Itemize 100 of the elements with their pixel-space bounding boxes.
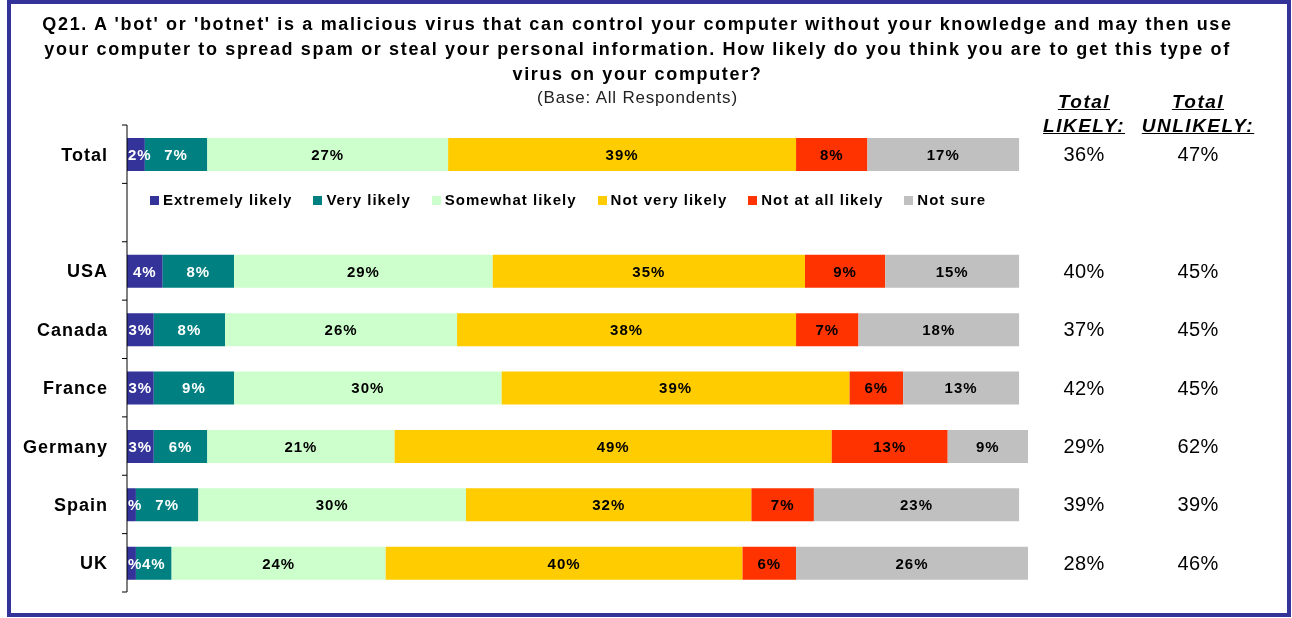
bar <box>153 371 235 405</box>
data-label: 2% <box>128 145 152 163</box>
bar <box>234 371 502 405</box>
data-label: 6% <box>757 554 782 572</box>
text: 46% <box>1176 550 1220 575</box>
data-label: 32% <box>592 496 626 514</box>
data-label: % <box>128 496 143 514</box>
text: 39% <box>1176 492 1220 517</box>
data-label: 27% <box>311 145 345 163</box>
data-label: 29% <box>346 262 380 280</box>
text: 37% <box>1062 317 1106 342</box>
legend-label: Extremely likely <box>163 191 293 210</box>
data-label: 6% <box>168 437 193 455</box>
bar <box>885 254 1020 288</box>
y-tick-label: USA <box>66 261 108 282</box>
text: Total UNLIKELY: <box>1141 90 1255 138</box>
y-tick-label: Spain <box>53 494 108 515</box>
data-label: 13% <box>873 437 907 455</box>
text: 45% <box>1176 258 1220 283</box>
data-label: 7% <box>155 496 179 514</box>
data-label: 18% <box>922 321 956 339</box>
legend-label: Very likely <box>326 191 411 210</box>
bar <box>198 488 466 522</box>
y-tick-label: Canada <box>36 319 108 340</box>
bar <box>448 138 797 171</box>
data-label: 15% <box>935 262 969 280</box>
data-label: 7% <box>770 496 795 514</box>
data-label: 26% <box>324 321 358 339</box>
text: 28% <box>1062 550 1106 575</box>
data-label: 38% <box>610 321 644 339</box>
legend-label: Not sure <box>917 191 987 210</box>
text: 42% <box>1062 375 1106 400</box>
data-label: 9% <box>182 379 206 397</box>
bar <box>153 429 208 463</box>
bar <box>858 313 1020 347</box>
bar <box>162 254 235 288</box>
data-label: 39% <box>605 145 639 163</box>
bar <box>492 254 805 288</box>
bar <box>153 313 226 347</box>
data-label: 30% <box>315 496 349 514</box>
data-label: 24% <box>262 554 296 572</box>
text: 62% <box>1176 434 1220 459</box>
data-label: 4% <box>141 554 166 572</box>
data-label: 17% <box>926 145 960 163</box>
y-tick-label: France <box>42 378 108 399</box>
y-tick-label: Germany <box>22 436 108 457</box>
data-label: 40% <box>547 554 581 572</box>
text: 45% <box>1176 317 1220 342</box>
bar <box>385 546 743 580</box>
data-label: 3% <box>128 379 153 397</box>
data-label: 3% <box>128 321 153 339</box>
bar <box>796 313 859 347</box>
y-tick-label: Total <box>61 144 108 165</box>
data-label: 9% <box>976 437 1000 455</box>
bar <box>804 254 886 288</box>
data-label: % <box>128 554 143 572</box>
bar <box>813 488 1020 522</box>
bar <box>947 429 1028 463</box>
data-label: 4% <box>133 262 157 280</box>
bar <box>867 138 1020 171</box>
bar <box>457 313 797 347</box>
legend-label: Not very likely <box>610 191 728 210</box>
data-label: 13% <box>944 379 978 397</box>
bar <box>796 138 868 171</box>
bar <box>849 371 904 405</box>
text: Total LIKELY: <box>1043 90 1125 138</box>
data-label: 23% <box>899 496 934 514</box>
bar <box>394 429 832 463</box>
bar <box>501 371 850 405</box>
data-label: 3% <box>128 437 153 455</box>
bar <box>225 313 458 347</box>
chart-title: Q21. A 'bot' or 'botnet' is a malicious virus that can control your computer without your knowledge and may then use your computer to spread spam or steal your personal information. How likely do you think you are to get this type of virus on your computer? <box>41 13 1234 86</box>
chart-subtitle: (Base: All Respondents) <box>537 88 738 107</box>
bar <box>831 429 948 463</box>
bar <box>171 546 386 580</box>
text: 47% <box>1176 142 1220 167</box>
data-label: 26% <box>895 554 929 572</box>
data-label: 8% <box>186 262 211 280</box>
text: 29% <box>1062 434 1106 459</box>
bar <box>207 429 395 463</box>
text: 39% <box>1062 492 1106 517</box>
legend-label: Somewhat likely <box>444 191 577 210</box>
text: 45% <box>1176 375 1220 400</box>
text: 40% <box>1062 258 1106 283</box>
data-label: 21% <box>284 437 318 455</box>
data-label: 30% <box>351 379 385 397</box>
y-tick-label: UK <box>80 553 108 574</box>
bar <box>207 138 449 171</box>
bar <box>796 546 1028 580</box>
data-label: 39% <box>659 379 693 397</box>
bar <box>751 488 814 522</box>
data-label: 8% <box>177 321 202 339</box>
data-label: 6% <box>864 379 889 397</box>
text: 36% <box>1062 142 1106 167</box>
data-label: 9% <box>833 262 857 280</box>
bar <box>234 254 493 288</box>
data-label: 49% <box>596 437 630 455</box>
legend-label: Not at all likely <box>761 191 884 210</box>
bar <box>903 371 1020 405</box>
bar <box>465 488 752 522</box>
